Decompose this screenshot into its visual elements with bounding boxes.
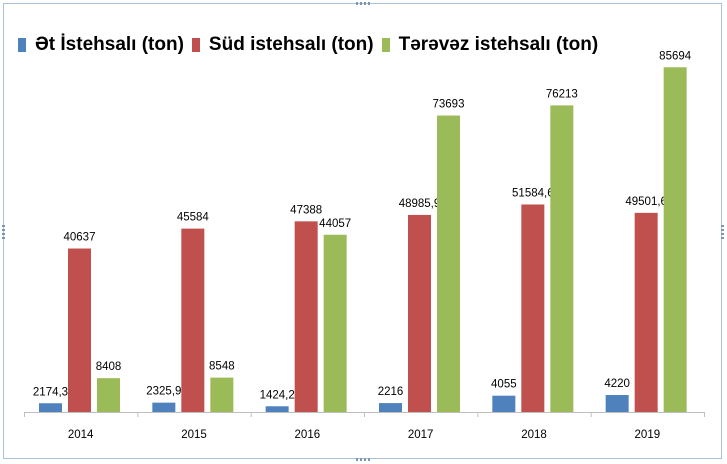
data-label: 40637 — [64, 232, 96, 244]
data-label: 1424,2 — [260, 389, 295, 401]
bar-vegetable-2017 — [437, 115, 460, 413]
bar-meat-2018 — [492, 395, 516, 412]
legend-item-milk: Süd istehsalı (ton) — [191, 34, 374, 56]
bar-milk-2018 — [521, 204, 545, 412]
legend-swatch-meat — [18, 38, 26, 52]
resize-handle-top[interactable] — [356, 2, 370, 5]
data-label: 2216 — [378, 386, 404, 398]
data-label: 73693 — [433, 99, 465, 111]
bar-meat-2015 — [152, 402, 176, 412]
bar-vegetable-2019 — [663, 67, 687, 412]
resize-handle-bottom[interactable] — [356, 458, 370, 461]
data-label: 49501,6 — [625, 196, 667, 208]
legend-label-meat: Ət İstehsalı (ton) — [35, 34, 184, 55]
resize-handle-right[interactable] — [721, 225, 724, 239]
data-label: 44057 — [319, 218, 351, 230]
x-tick-label: 2014 — [68, 429, 94, 441]
bar-meat-2014 — [39, 403, 62, 412]
legend-label-vegetable: Tərəvəz istehsalı (ton) — [398, 34, 599, 55]
bar-meat-2019 — [605, 395, 629, 412]
legend-label-milk: Süd istehsalı (ton) — [208, 34, 374, 55]
bar-vegetable-2018 — [550, 105, 574, 412]
legend-item-meat: Ət İstehsalı (ton) — [18, 34, 184, 56]
data-label: 2174,3 — [33, 386, 68, 398]
x-tick-label: 2017 — [408, 429, 434, 441]
data-label: 45584 — [177, 212, 210, 224]
data-label: 8408 — [96, 361, 122, 373]
legend-swatch-milk — [191, 38, 200, 52]
data-label: 8548 — [209, 361, 235, 373]
legend-swatch-vegetable — [381, 38, 390, 52]
chart-frame[interactable] — [3, 3, 722, 459]
bar-meat-2017 — [379, 403, 402, 412]
data-label: 48985,9 — [399, 198, 441, 210]
x-tick-label: 2018 — [521, 429, 547, 441]
bar-vegetable-2015 — [210, 377, 234, 412]
bar-vegetable-2016 — [323, 234, 347, 412]
bar-vegetable-2014 — [97, 378, 120, 412]
data-label: 76213 — [546, 88, 578, 100]
x-tick-label: 2019 — [635, 429, 661, 441]
chart-legend: Ət İstehsalı (ton) Süd istehsalı (ton) T… — [18, 34, 606, 56]
x-tick-label: 2015 — [181, 429, 207, 441]
bar-milk-2019 — [634, 212, 658, 412]
data-label: 4220 — [604, 378, 630, 390]
bar-milk-2015 — [181, 228, 205, 412]
bar-meat-2016 — [265, 406, 289, 412]
bar-milk-2014 — [68, 248, 91, 412]
data-label: 85694 — [659, 50, 692, 62]
data-label: 2325,9 — [146, 386, 181, 398]
legend-item-vegetable: Tərəvəz istehsalı (ton) — [381, 34, 599, 56]
data-label: 51584,6 — [512, 187, 554, 199]
data-label: 47388 — [290, 204, 322, 216]
data-label: 4055 — [491, 379, 517, 391]
x-tick-label: 2016 — [295, 429, 321, 441]
bar-milk-2017 — [408, 214, 431, 412]
resize-handle-left[interactable] — [2, 225, 5, 239]
bar-milk-2016 — [294, 221, 318, 412]
